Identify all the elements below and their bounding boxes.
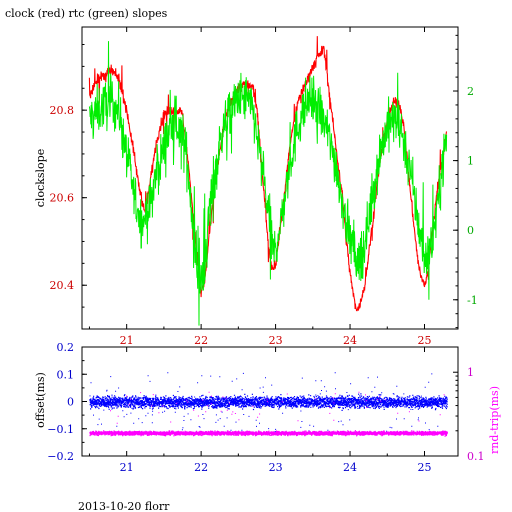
bottom-left-tick-label: 0: [67, 396, 74, 409]
bottom-x-tick-label: 21: [120, 461, 134, 474]
chart-title: clock (red) rtc (green) slopes: [5, 7, 168, 20]
bottom-right-tick-label: 0.1: [467, 450, 485, 463]
bottom-left-tick-label: 0.1: [57, 368, 75, 381]
bottom-x-tick-label: 23: [269, 461, 283, 474]
top-x-tick-label: 22: [194, 334, 208, 347]
top-right-tick-label: 0: [467, 224, 474, 237]
bottom-y2-axis-label: rnd-trip(ms): [488, 386, 501, 454]
clock-series: [88, 36, 448, 312]
rnd-trip-series: [89, 391, 448, 437]
bottom-panel: 0.20.10−0.1−0.2 10.1 21 22 23 24 25 offset(m…: [34, 341, 501, 474]
offset-series: [89, 372, 448, 432]
top-left-axis: 20.4 20.6 20.8: [50, 44, 87, 308]
bottom-left-tick-label: −0.1: [47, 423, 74, 436]
top-left-tick-label: 20.8: [50, 104, 75, 117]
top-right-axis: -1 0 1 2: [453, 34, 478, 329]
bottom-x-tick-label: 25: [417, 461, 431, 474]
top-right-tick-label: 1: [467, 155, 474, 168]
bottom-left-axis: 0.2 0.1 0 −0.1 −0.2: [47, 341, 87, 463]
top-plot-frame: [81, 26, 459, 330]
bottom-left-tick-label: −0.2: [47, 450, 74, 463]
bottom-x-axis: 21 22 23 24 25: [88, 347, 431, 474]
top-left-tick-label: 20.6: [50, 192, 75, 205]
offset-points: [89, 372, 448, 432]
bottom-right-tick-label: 1: [467, 366, 474, 379]
bottom-y-axis-label: offset(ms): [34, 372, 47, 428]
top-right-tick-label: -1: [467, 294, 478, 307]
bottom-x-tick-label: 24: [343, 461, 357, 474]
top-x-tick-label: 21: [120, 334, 134, 347]
rnd-trip-points: [89, 391, 448, 437]
bottom-x-tick-label: 22: [194, 461, 208, 474]
top-left-tick-label: 20.4: [50, 279, 75, 292]
top-x-tick-label: 23: [269, 334, 283, 347]
clock-line: [88, 36, 448, 312]
top-y-axis-label: clockslope: [34, 149, 47, 207]
top-panel: 20.4 20.6 20.8 -1 0 1 2 21 22 23 24 25 clockslope: [34, 26, 478, 347]
top-right-tick-label: 2: [467, 85, 474, 98]
rtc-line: [88, 41, 448, 326]
footer-label: 2013-10-20 florr: [78, 500, 170, 512]
top-x-tick-label: 25: [417, 334, 431, 347]
top-x-tick-label: 24: [343, 334, 357, 347]
top-x-axis: 21 22 23 24 25: [88, 27, 431, 347]
bottom-left-tick-label: 0.2: [57, 341, 75, 354]
bottom-right-axis: 10.1: [453, 346, 485, 463]
rtc-series: [88, 41, 448, 326]
